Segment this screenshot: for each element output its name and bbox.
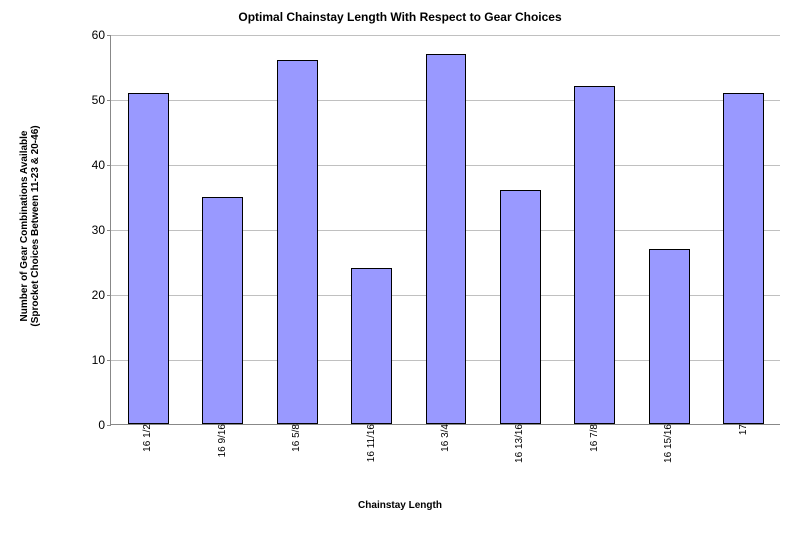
xtick-label: 16 15/16 <box>663 424 674 469</box>
ytick-label: 0 <box>98 418 111 432</box>
plot-area: 010203040506016 1/216 9/1616 5/816 11/16… <box>110 35 780 425</box>
xtick-label: 17 <box>738 424 749 441</box>
ytick-label: 20 <box>92 288 111 302</box>
y-axis-label: Number of Gear Combinations Available (S… <box>19 76 41 376</box>
bar <box>426 54 467 425</box>
bar <box>574 86 615 424</box>
gridline <box>111 35 780 36</box>
xtick-label: 16 5/8 <box>291 424 302 458</box>
xtick-label: 16 1/2 <box>142 424 153 458</box>
bar <box>649 249 690 425</box>
xtick-label: 16 13/16 <box>514 424 525 469</box>
xtick-label: 16 3/4 <box>440 424 451 458</box>
ytick-label: 10 <box>92 353 111 367</box>
bar <box>723 93 764 425</box>
bar <box>500 190 541 424</box>
chainstay-chart: Optimal Chainstay Length With Respect to… <box>0 0 800 535</box>
xtick-label: 16 11/16 <box>366 424 377 468</box>
bar <box>351 268 392 424</box>
bar <box>202 197 243 425</box>
ytick-label: 60 <box>92 28 111 42</box>
xtick-label: 16 7/8 <box>589 424 600 458</box>
ytick-label: 40 <box>92 158 111 172</box>
bar <box>128 93 169 425</box>
bar <box>277 60 318 424</box>
ytick-label: 30 <box>92 223 111 237</box>
xtick-label: 16 9/16 <box>217 424 228 463</box>
chart-title: Optimal Chainstay Length With Respect to… <box>0 10 800 24</box>
x-axis-label: Chainstay Length <box>0 500 800 511</box>
ytick-label: 50 <box>92 93 111 107</box>
